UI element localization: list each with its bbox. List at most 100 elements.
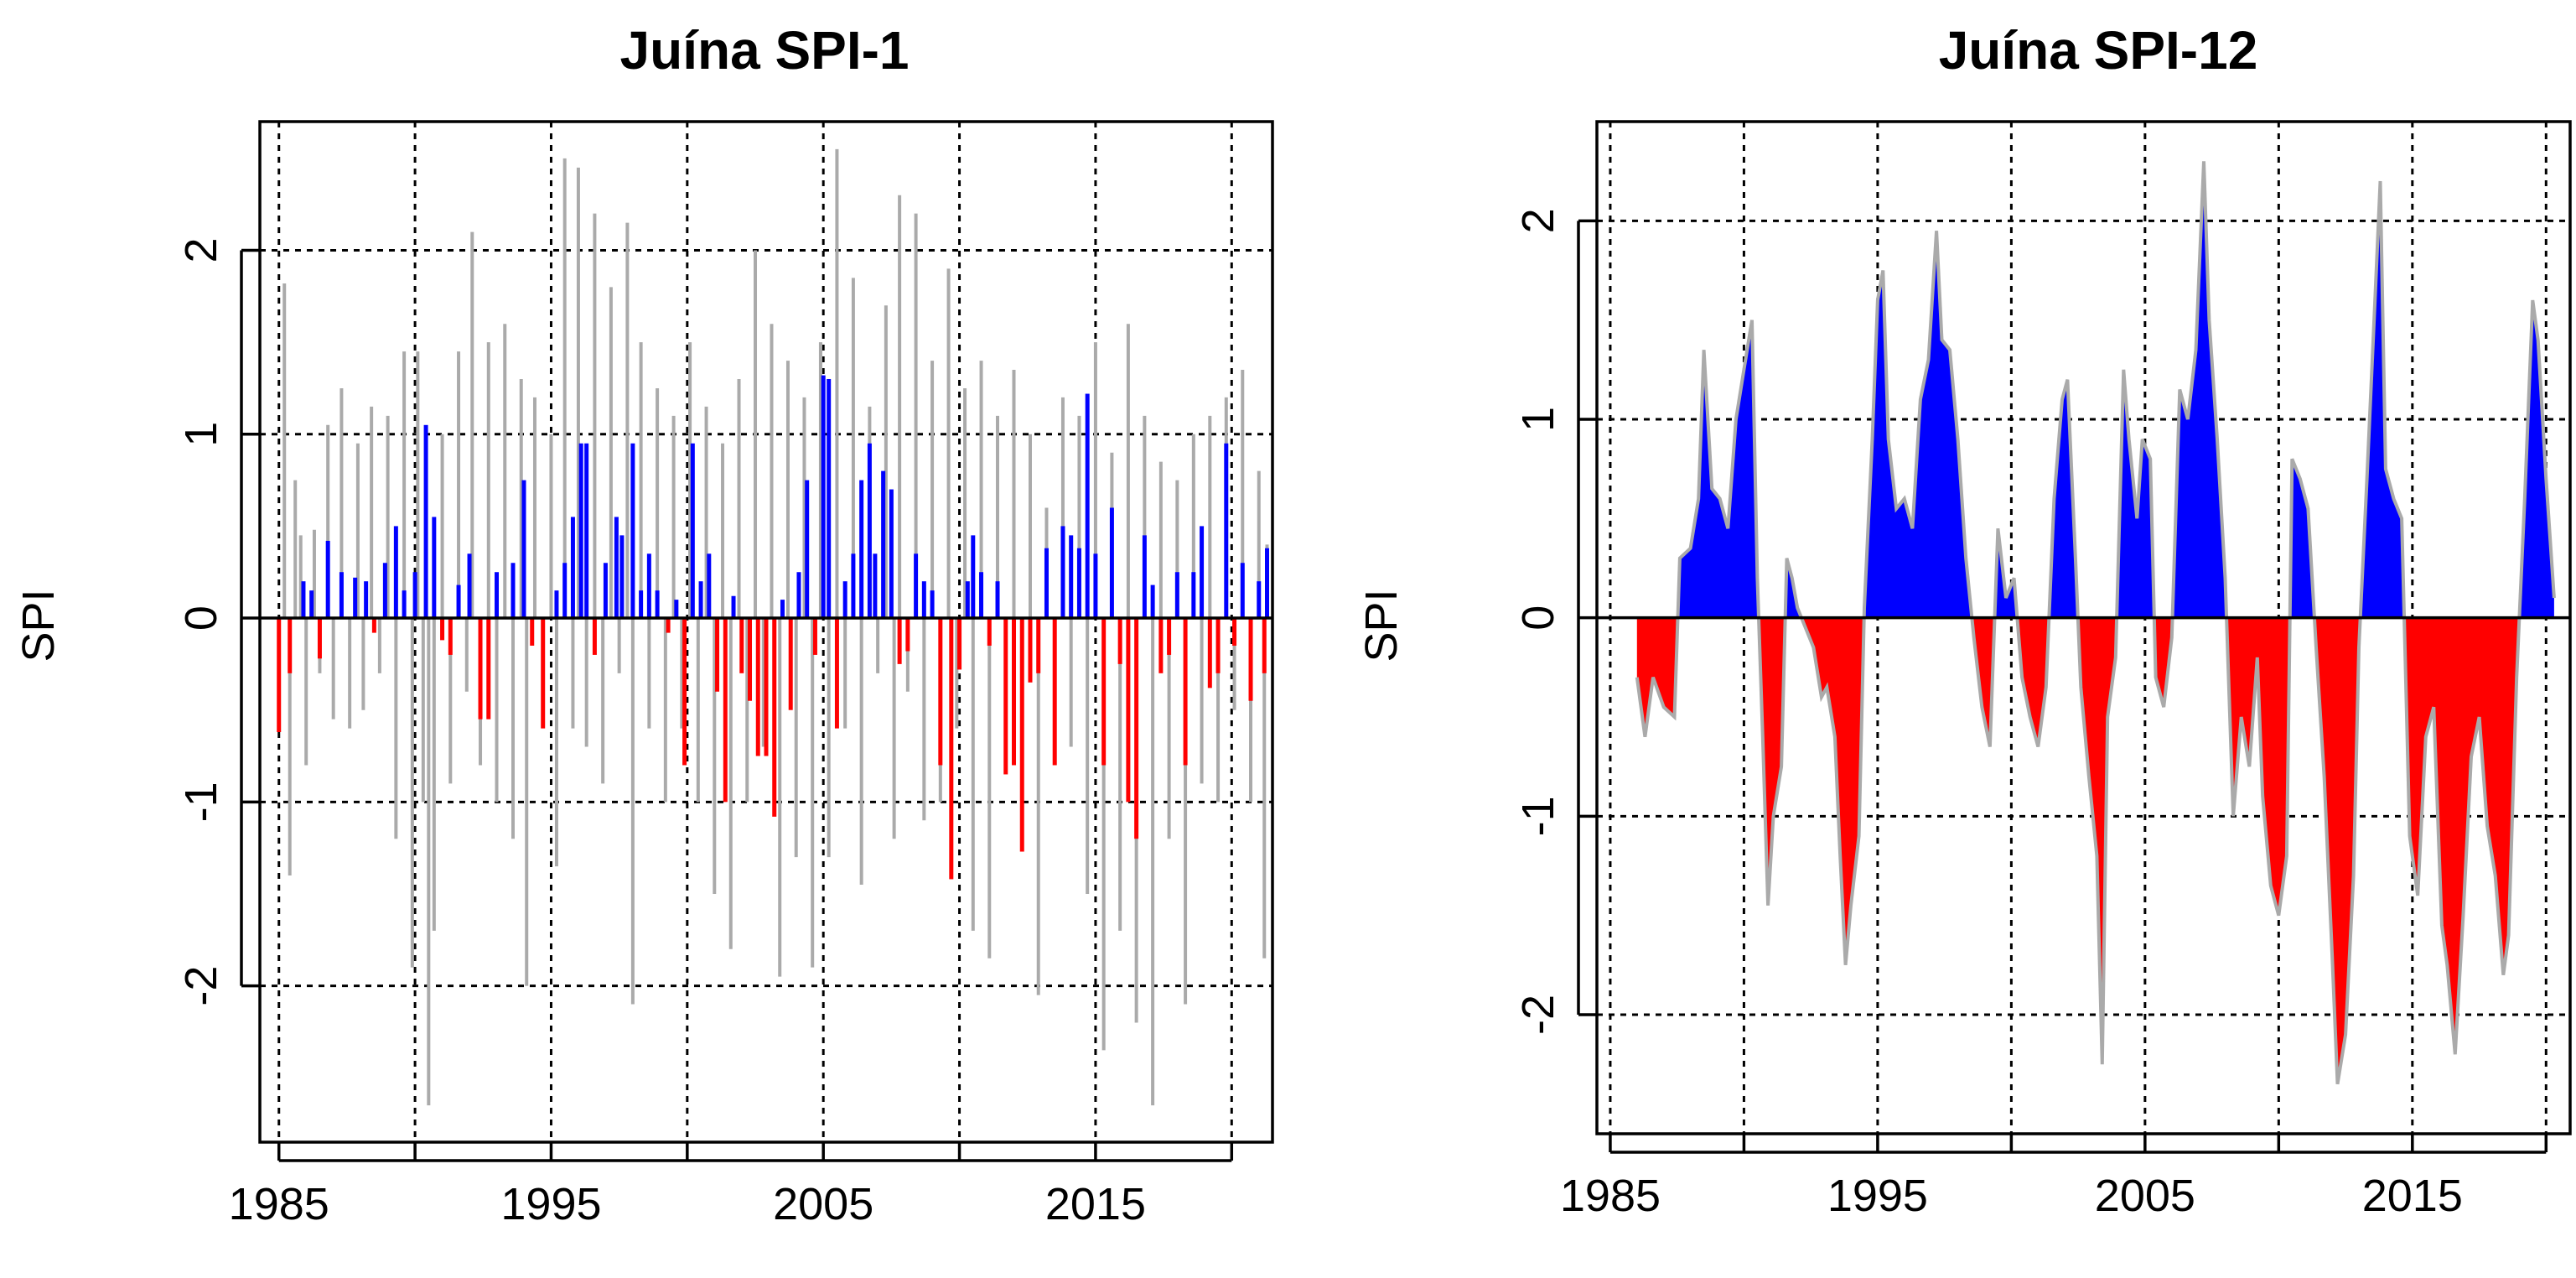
spi-12-panel: Juína SPI-12 SPI 1985 1995 2005 2015 -2 … (1356, 20, 2572, 1221)
spi-1-bar (371, 618, 376, 633)
spi-1-bar (965, 581, 970, 619)
spi-1-bar (772, 618, 777, 817)
spi-1-bar (682, 618, 687, 766)
spi-1-bar (530, 618, 535, 646)
spi-1-bar (1183, 618, 1188, 766)
spi-1-y-tick-label: 0 (176, 605, 226, 631)
spi-1-bar (521, 480, 526, 619)
spi-1-bar (1215, 618, 1221, 673)
spi-1-bar (1134, 618, 1139, 839)
spi-1-bar (288, 618, 293, 673)
spi-1-bar (859, 480, 864, 619)
spi-1-bar (914, 553, 919, 619)
spi-1-bar (646, 553, 651, 619)
spi-12-x-tick-label: 2015 (2362, 1171, 2463, 1221)
spi-1-bar (921, 581, 926, 619)
spi-1-bar (619, 535, 625, 619)
spi-12-area (1635, 161, 2556, 1085)
spi-1-bar (1257, 581, 1262, 619)
spi-1-bar (1101, 618, 1107, 766)
spi-1-bar (1158, 618, 1164, 673)
spi-1-bar (339, 572, 344, 619)
spi-1-bar (1060, 526, 1065, 619)
spi-1-bar (440, 618, 445, 641)
spi-12-title: Juína SPI-12 (1939, 20, 2258, 81)
spi-1-bar (748, 618, 753, 701)
spi-12-positive-area (2117, 369, 2154, 618)
spi-1-bar (739, 618, 744, 673)
spi-1-bar (592, 618, 597, 655)
spi-1-bar (655, 590, 660, 619)
spi-1-bar (393, 526, 398, 619)
spi-1-bar (478, 618, 483, 720)
spi-12-negative-area (1636, 617, 1678, 737)
spi-1-bar (1036, 618, 1041, 673)
spi-1-bar (639, 590, 644, 619)
spi-1-bar (1167, 618, 1172, 655)
spi-1-bar (1117, 618, 1122, 664)
spi-12-x-ticks: 1985 1995 2005 2015 (1560, 1171, 2463, 1221)
spi-1-bar (949, 618, 954, 880)
spi-1-bar (889, 489, 894, 619)
spi-1-bar (562, 563, 568, 619)
spi-12-y-tick-label: 0 (1513, 605, 1563, 631)
spi-1-title: Juína SPI-1 (620, 20, 910, 81)
spi-1-bar (995, 581, 1000, 619)
spi-1-bar (805, 480, 810, 619)
spi-1-bar (1126, 618, 1131, 803)
spi-12-y-tick-label: -1 (1513, 796, 1563, 836)
spi-1-bar (827, 378, 832, 619)
spi-1-bar (1028, 618, 1033, 683)
spi-1-bar (1232, 618, 1237, 646)
spi-1-bar (1200, 526, 1205, 619)
spi-1-bar (1265, 548, 1270, 619)
spi-12-axes (1577, 120, 2572, 1154)
spi-1-bar (674, 600, 679, 619)
spi-1-y-tick-label: -2 (176, 966, 226, 1006)
spi-1-bar (1142, 535, 1147, 619)
spi-1-bar (1262, 618, 1267, 673)
spi-1-x-tick-label: 2015 (1045, 1179, 1146, 1229)
spi-12-positive-area (2519, 300, 2554, 618)
spi-1-panel: Juína SPI-1 SPI 1985 1995 2005 2015 -2 -… (13, 20, 1274, 1229)
spi-12-positive-area (2049, 379, 2078, 618)
spi-1-bar (788, 618, 793, 710)
spi-1-bar (731, 595, 736, 619)
spi-1-bar (834, 618, 839, 729)
spi-1-bar (690, 443, 695, 619)
spi-12-negative-area (1972, 617, 1995, 747)
spi-1-bar (1150, 584, 1155, 619)
spi-1-y-tick-label: -1 (176, 782, 226, 822)
spi-1-bar (578, 443, 583, 619)
spi-1-bar (1012, 618, 1017, 766)
spi-12-plot-frame (1595, 120, 2572, 1135)
spi-1-bar (584, 443, 589, 619)
spi-1-bar (1069, 535, 1074, 619)
spi-1-x-tick-label: 1995 (500, 1179, 601, 1229)
spi-1-bar (412, 572, 417, 619)
spi-12-x-tick-label: 1995 (1827, 1171, 1928, 1221)
spi-1-bar (570, 517, 575, 619)
spi-1-bar (881, 470, 886, 619)
spi-1-bar (971, 535, 976, 619)
spi-1-bar (821, 375, 826, 619)
spi-1-x-ticks: 1985 1995 2005 2015 (229, 1179, 1146, 1229)
spi-12-y-ticks: -2 -1 0 1 2 (1513, 208, 1563, 1035)
spi-1-plot-frame (258, 120, 1274, 1144)
spi-12-positive-area (2289, 459, 2314, 618)
spi-1-bar (495, 572, 500, 619)
spi-12-positive-area (1677, 320, 1759, 618)
spi-12-y-tick-label: 2 (1513, 208, 1563, 233)
spi-12-negative-area (1801, 617, 1864, 965)
spi-1-bar (1044, 548, 1049, 619)
spi-1-bar (905, 618, 910, 652)
spi-12-y-tick-label: 1 (1513, 407, 1563, 432)
spi-1-y-axis-label: SPI (13, 589, 64, 662)
spi-12-x-tick-label: 1985 (1560, 1171, 1661, 1221)
spi-1-bar (364, 581, 369, 619)
spi-1-bar (309, 590, 314, 619)
spi-1-bar (448, 618, 453, 655)
spi-1-bar (630, 443, 635, 619)
spi-1-bar (353, 577, 358, 619)
